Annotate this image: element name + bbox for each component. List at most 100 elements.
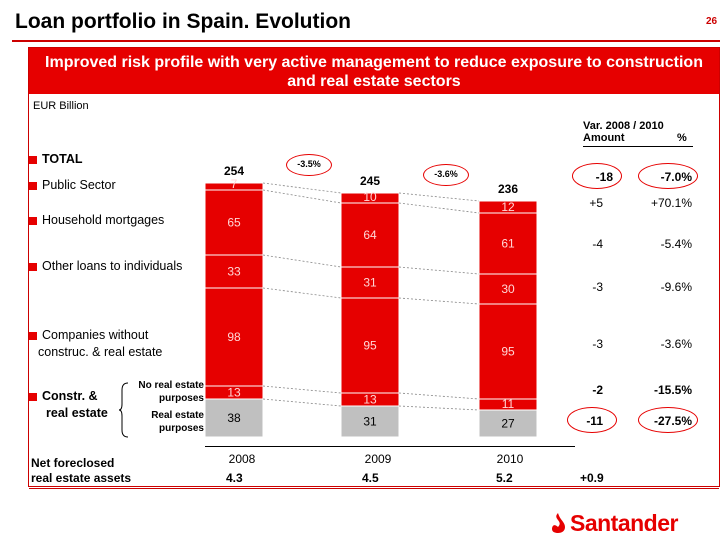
square-bullet-icon bbox=[29, 155, 37, 164]
connector-line bbox=[262, 287, 342, 299]
var-re-pct-oval bbox=[638, 407, 698, 433]
var-mortgages-amount: -4 bbox=[592, 237, 603, 251]
bar-label-2010-5: 12 bbox=[501, 200, 515, 214]
legend-other-label: Other loans to individuals bbox=[42, 259, 183, 273]
var-total-amount-oval bbox=[572, 163, 622, 189]
bar-label-2008-4: 65 bbox=[227, 216, 241, 230]
bar-label-2008-1: 13 bbox=[227, 386, 241, 400]
bar-label-2010-4: 61 bbox=[501, 237, 515, 251]
bar-label-2010-0: 27 bbox=[501, 417, 515, 431]
variation-amount-header: Amount bbox=[583, 132, 625, 144]
connector-line bbox=[398, 192, 480, 202]
bar-label-2010-2: 95 bbox=[501, 345, 515, 359]
legend-mortgages-label: Household mortgages bbox=[42, 213, 165, 227]
legend-constr-label-1: Constr. & bbox=[42, 389, 98, 403]
bar-label-2009-3: 31 bbox=[363, 276, 377, 290]
no-real-estate-label-1: No real estate bbox=[138, 380, 204, 391]
bar-segment-2010-0 bbox=[478, 409, 538, 438]
var-no-re-amount: -2 bbox=[592, 383, 603, 397]
bar-label-2009-5: 10 bbox=[363, 190, 377, 204]
connector-line bbox=[262, 182, 342, 194]
legend-total-label: TOTAL bbox=[42, 152, 83, 166]
connector-line bbox=[398, 202, 480, 214]
bar-label-2009-1: 13 bbox=[363, 393, 377, 407]
connector-line bbox=[262, 398, 342, 407]
bar-label-2009-2: 95 bbox=[363, 339, 377, 353]
foreclosed-2010: 5.2 bbox=[496, 471, 513, 485]
var-no-re-pct: -15.5% bbox=[653, 383, 692, 397]
bar-segment-2010-3 bbox=[478, 273, 538, 305]
x-tick-2009: 2009 bbox=[364, 452, 392, 466]
square-bullet-icon bbox=[29, 392, 37, 401]
connector-line bbox=[398, 297, 480, 305]
x-tick-2008: 2008 bbox=[228, 452, 256, 466]
santander-logo-text: Santander bbox=[570, 510, 678, 536]
bar-segment-2008-4 bbox=[204, 189, 264, 256]
foreclosed-variation: +0.9 bbox=[580, 471, 604, 485]
bar-segment-2008-2 bbox=[204, 287, 264, 387]
var-public-amount: +5 bbox=[589, 196, 603, 210]
var-public-pct: +70.1% bbox=[650, 196, 692, 210]
legend-household-mortgages: Household mortgages bbox=[29, 213, 164, 227]
legend-companies-label-1: Companies without bbox=[42, 328, 149, 342]
page-number: 26 bbox=[706, 16, 718, 27]
legend-companies: Companies without bbox=[29, 328, 148, 342]
legend-other-loans: Other loans to individuals bbox=[29, 259, 182, 273]
variation-pct-header: % bbox=[677, 132, 687, 144]
x-tick-2010: 2010 bbox=[496, 452, 524, 466]
foreclosed-label-2: real estate assets bbox=[31, 471, 132, 485]
growth-oval-2 bbox=[423, 164, 469, 186]
legend-companies-label-2: construc. & real estate bbox=[38, 345, 163, 359]
foreclosed-2009: 4.5 bbox=[362, 471, 379, 485]
bar-segment-2009-2 bbox=[340, 297, 400, 394]
bar-segment-2008-5 bbox=[204, 182, 264, 191]
bar-total-2010: 236 bbox=[498, 182, 518, 196]
variation-header: Var. 2008 / 2010 bbox=[583, 120, 664, 132]
foreclosed-2008: 4.3 bbox=[226, 471, 243, 485]
title-divider bbox=[12, 40, 720, 42]
content-frame bbox=[28, 47, 720, 487]
square-bullet-icon bbox=[29, 181, 37, 190]
legend-constr-label-2: real estate bbox=[46, 406, 108, 420]
connector-line bbox=[262, 254, 342, 268]
bar-label-2008-0: 38 bbox=[227, 411, 241, 425]
connector-line bbox=[262, 385, 342, 394]
bar-total-2008: 254 bbox=[224, 164, 244, 178]
page-title: Loan portfolio in Spain. Evolution bbox=[15, 10, 351, 33]
headline-banner: Improved risk profile with very active m… bbox=[29, 48, 719, 94]
foreclosed-label-1: Net foreclosed bbox=[31, 456, 115, 470]
var-mortgages-pct: -5.4% bbox=[660, 237, 692, 251]
bar-total-2009: 245 bbox=[360, 174, 380, 188]
growth-oval-1 bbox=[286, 154, 332, 176]
growth-label-1: -3.5% bbox=[297, 159, 321, 169]
bar-label-2010-3: 30 bbox=[501, 282, 515, 296]
connector-line bbox=[262, 189, 342, 204]
bar-segment-2010-5 bbox=[478, 200, 538, 214]
bar-segment-2010-4 bbox=[478, 212, 538, 275]
x-axis-line bbox=[205, 446, 575, 447]
connector-line bbox=[398, 392, 480, 400]
growth-label-2: -3.6% bbox=[434, 169, 458, 179]
square-bullet-icon bbox=[29, 331, 37, 340]
var-companies-amount: -3 bbox=[592, 337, 603, 351]
var-companies-pct: -3.6% bbox=[660, 337, 692, 351]
legend-public-sector: Public Sector bbox=[29, 178, 116, 192]
connector-line bbox=[398, 266, 480, 275]
legend-constr-real-estate: Constr. & bbox=[29, 389, 98, 403]
bar-segment-2008-3 bbox=[204, 254, 264, 289]
square-bullet-icon bbox=[29, 262, 37, 271]
bar-label-2009-4: 64 bbox=[363, 228, 377, 242]
bar-segment-2009-0 bbox=[340, 405, 400, 438]
var-total-pct-oval bbox=[638, 163, 698, 189]
legend-public-label: Public Sector bbox=[42, 178, 116, 192]
bar-segment-2009-4 bbox=[340, 202, 400, 268]
bar-label-2009-0: 31 bbox=[363, 415, 377, 429]
real-estate-label-1: Real estate bbox=[151, 410, 204, 421]
variation-underline bbox=[583, 146, 693, 147]
unit-label: EUR Billion bbox=[33, 100, 89, 112]
connector-line bbox=[398, 405, 480, 411]
bar-segment-2008-0 bbox=[204, 398, 264, 438]
brace-icon bbox=[119, 382, 129, 438]
var-other-amount: -3 bbox=[592, 280, 603, 294]
